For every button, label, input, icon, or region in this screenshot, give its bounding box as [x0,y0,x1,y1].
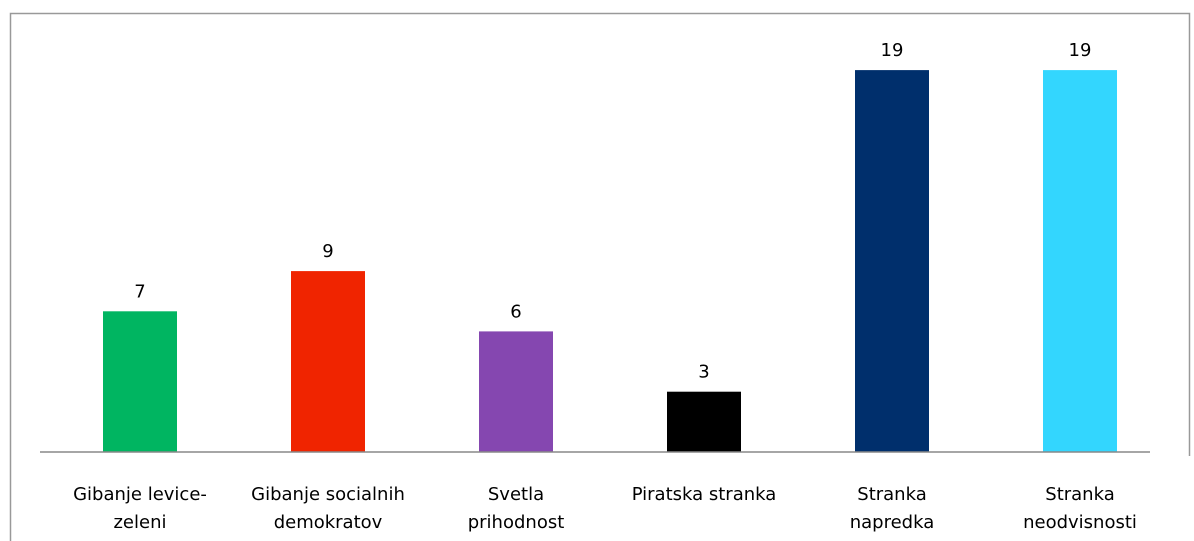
data-label: 19 [1069,40,1092,61]
bar [479,331,553,452]
x-tick-label: Gibanje socialnih demokratov [251,484,405,533]
x-tick-label: Stranka neodvisnosti [1023,484,1137,533]
chart-frame [9,12,1191,541]
x-tick-label: Gibanje levice-zeleni [73,484,207,533]
bar [667,391,741,452]
bar [1043,70,1117,452]
bar [855,70,929,452]
data-label: 9 [322,241,333,262]
data-label: 6 [510,301,521,322]
data-label: 3 [698,362,709,383]
data-label: 19 [881,40,904,61]
bar [103,311,177,452]
bar [291,271,365,452]
x-tick-label: Stranka napredka [850,484,935,533]
data-label: 7 [134,281,145,302]
x-tick-label: Svetla prihodnost [468,484,565,533]
x-tick-label: Piratska stranka [632,484,777,505]
